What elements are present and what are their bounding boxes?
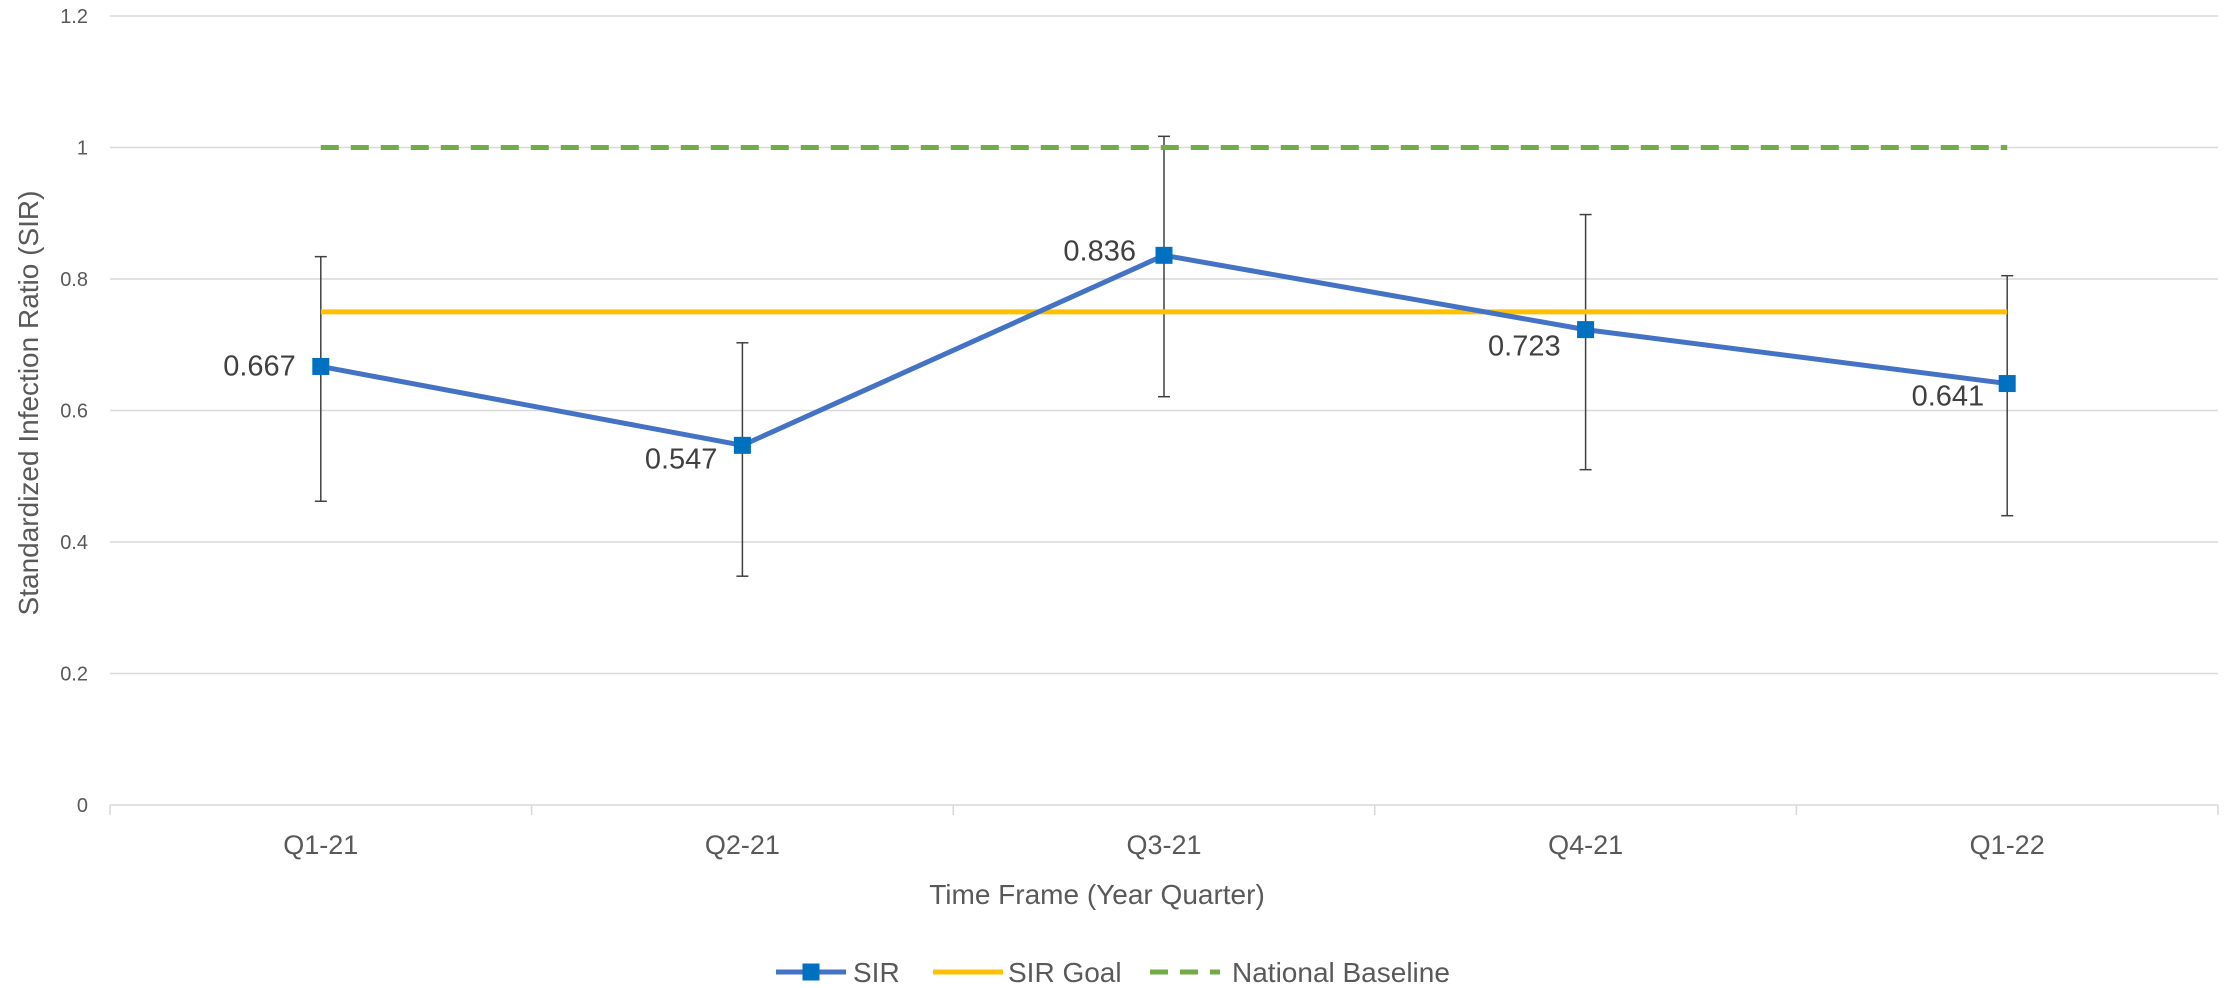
sir-data-label: 0.547	[645, 443, 718, 475]
legend-label-sir-goal: SIR Goal	[1008, 957, 1122, 988]
y-axis-title: Standardized Infection Ratio (SIR)	[13, 191, 44, 616]
sir-point-marker	[1155, 246, 1173, 264]
x-tick-label: Q3-21	[1126, 830, 1201, 860]
y-tick-label: 0.2	[60, 664, 88, 686]
sir-data-label: 0.836	[1063, 235, 1136, 267]
sir-point-marker	[733, 436, 751, 454]
series-markers	[312, 246, 2016, 454]
y-tick-label: 0.4	[60, 532, 88, 554]
data-labels: 0.667 0.547 0.836 0.723 0.641	[223, 235, 1984, 475]
sir-data-label: 0.723	[1488, 331, 1561, 363]
x-tick-label: Q4-21	[1548, 830, 1623, 860]
x-tick-label: Q2-21	[705, 830, 780, 860]
x-tick-label: Q1-22	[1970, 830, 2045, 860]
sir-point-marker	[1998, 375, 2016, 393]
legend: SIR SIR Goal National Baseline	[776, 957, 1450, 988]
y-tick-label: 1.2	[60, 6, 88, 28]
legend-marker-sir	[802, 963, 820, 981]
legend-label-national-baseline: National Baseline	[1232, 957, 1450, 988]
sir-point-marker	[312, 357, 330, 375]
axes: 0 0.2 0.4 0.6 0.8 1 1.2 Q1-21 Q2-21 Q3-21 Q4-21 Q1-…	[60, 6, 2219, 860]
sir-data-label: 0.641	[1912, 381, 1985, 413]
y-tick-label: 0.8	[60, 269, 88, 291]
error-bars	[314, 135, 2014, 577]
y-tick-label: 0	[77, 795, 88, 817]
sir-point-marker	[1577, 321, 1595, 339]
legend-label-sir: SIR	[853, 957, 900, 988]
y-tick-label: 1	[77, 138, 88, 160]
y-tick-label: 0.6	[60, 401, 88, 423]
x-axis-title: Time Frame (Year Quarter)	[929, 879, 1265, 910]
sir-data-label: 0.667	[223, 350, 296, 382]
x-tick-label: Q1-21	[283, 830, 358, 860]
